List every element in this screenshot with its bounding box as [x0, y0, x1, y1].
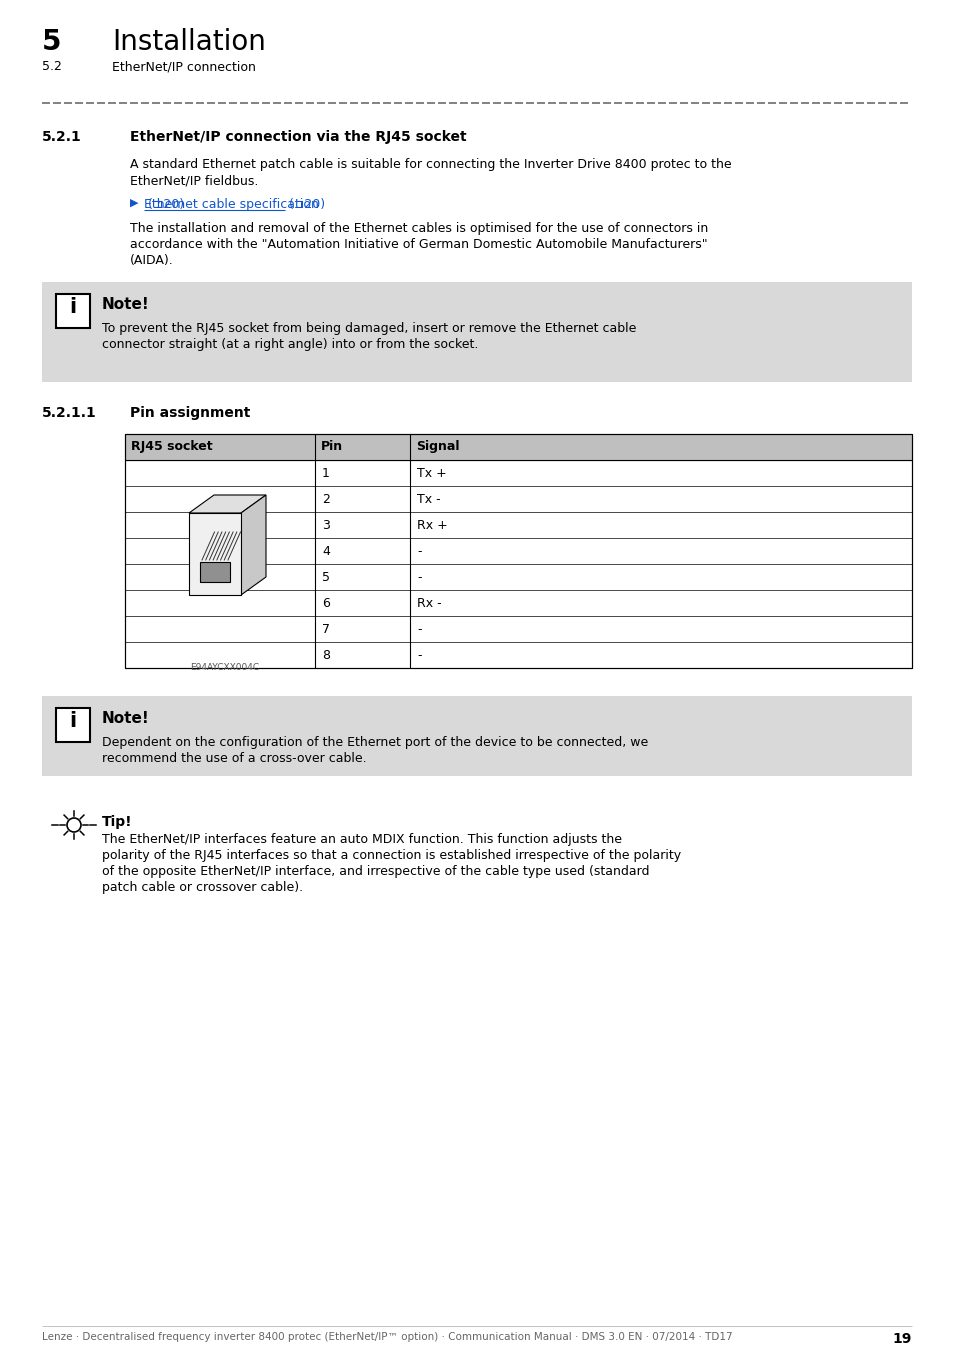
Text: recommend the use of a cross-over cable.: recommend the use of a cross-over cable. — [102, 752, 366, 765]
Polygon shape — [56, 707, 90, 742]
Text: EtherNet/IP fieldbus.: EtherNet/IP fieldbus. — [130, 174, 258, 188]
Text: 1: 1 — [322, 467, 330, 481]
Text: polarity of the RJ45 interfaces so that a connection is established irrespective: polarity of the RJ45 interfaces so that … — [102, 849, 680, 863]
Text: 5.2: 5.2 — [42, 59, 62, 73]
Text: Note!: Note! — [102, 297, 150, 312]
Polygon shape — [125, 433, 911, 460]
Text: of the opposite EtherNet/IP interface, and irrespective of the cable type used (: of the opposite EtherNet/IP interface, a… — [102, 865, 649, 878]
Text: Tip!: Tip! — [102, 815, 132, 829]
Text: connector straight (at a right angle) into or from the socket.: connector straight (at a right angle) in… — [102, 338, 477, 351]
Text: EtherNet/IP connection: EtherNet/IP connection — [112, 59, 255, 73]
Text: 5.2.1.1: 5.2.1.1 — [42, 406, 96, 420]
Text: Installation: Installation — [112, 28, 266, 55]
Text: 19: 19 — [892, 1332, 911, 1346]
Polygon shape — [42, 697, 911, 776]
Text: EtherNet/IP connection via the RJ45 socket: EtherNet/IP connection via the RJ45 sock… — [130, 130, 466, 144]
Text: -: - — [416, 571, 421, 585]
Text: ▶: ▶ — [130, 198, 138, 208]
Polygon shape — [56, 294, 90, 328]
Text: A standard Ethernet patch cable is suitable for connecting the Inverter Drive 84: A standard Ethernet patch cable is suita… — [130, 158, 731, 171]
Text: accordance with the "Automation Initiative of German Domestic Automobile Manufac: accordance with the "Automation Initiati… — [130, 238, 707, 251]
Text: 4: 4 — [322, 545, 330, 558]
Text: 3: 3 — [322, 518, 330, 532]
Text: 7: 7 — [322, 622, 330, 636]
Text: 5: 5 — [42, 28, 61, 55]
Text: Note!: Note! — [102, 711, 150, 726]
Text: (AIDA).: (AIDA). — [130, 254, 173, 267]
Text: The installation and removal of the Ethernet cables is optimised for the use of : The installation and removal of the Ethe… — [130, 221, 707, 235]
Text: -: - — [416, 649, 421, 662]
Text: E94AYCXX004C: E94AYCXX004C — [190, 663, 259, 672]
Text: Tx -: Tx - — [416, 493, 440, 506]
Polygon shape — [42, 282, 911, 382]
Text: RJ45 socket: RJ45 socket — [131, 440, 213, 454]
Text: The EtherNet/IP interfaces feature an auto MDIX function. This function adjusts : The EtherNet/IP interfaces feature an au… — [102, 833, 621, 846]
Polygon shape — [189, 513, 241, 595]
Text: patch cable or crossover cable).: patch cable or crossover cable). — [102, 882, 303, 894]
Text: -: - — [416, 545, 421, 558]
Text: 6: 6 — [322, 597, 330, 610]
Polygon shape — [189, 495, 266, 513]
Text: (⊐20): (⊐20) — [285, 198, 325, 211]
Text: Rx +: Rx + — [416, 518, 447, 532]
Text: To prevent the RJ45 socket from being damaged, insert or remove the Ethernet cab: To prevent the RJ45 socket from being da… — [102, 323, 636, 335]
Text: Ethernet cable specification: Ethernet cable specification — [144, 198, 318, 211]
Polygon shape — [200, 562, 230, 582]
Text: i: i — [70, 711, 76, 730]
Polygon shape — [241, 495, 266, 595]
Text: 5.2.1: 5.2.1 — [42, 130, 82, 144]
Text: Pin: Pin — [320, 440, 343, 454]
Text: Signal: Signal — [416, 440, 459, 454]
Text: i: i — [70, 297, 76, 317]
Text: 2: 2 — [322, 493, 330, 506]
Text: Lenze · Decentralised frequency inverter 8400 protec (EtherNet/IP™ option) · Com: Lenze · Decentralised frequency inverter… — [42, 1332, 732, 1342]
Polygon shape — [125, 460, 911, 668]
Text: 8: 8 — [322, 649, 330, 662]
Text: Pin assignment: Pin assignment — [130, 406, 250, 420]
Text: 5: 5 — [322, 571, 330, 585]
Text: Dependent on the configuration of the Ethernet port of the device to be connecte: Dependent on the configuration of the Et… — [102, 736, 648, 749]
Text: Tx +: Tx + — [416, 467, 446, 481]
Text: Rx -: Rx - — [416, 597, 441, 610]
Text: (⊐20): (⊐20) — [144, 198, 184, 211]
Text: -: - — [416, 622, 421, 636]
